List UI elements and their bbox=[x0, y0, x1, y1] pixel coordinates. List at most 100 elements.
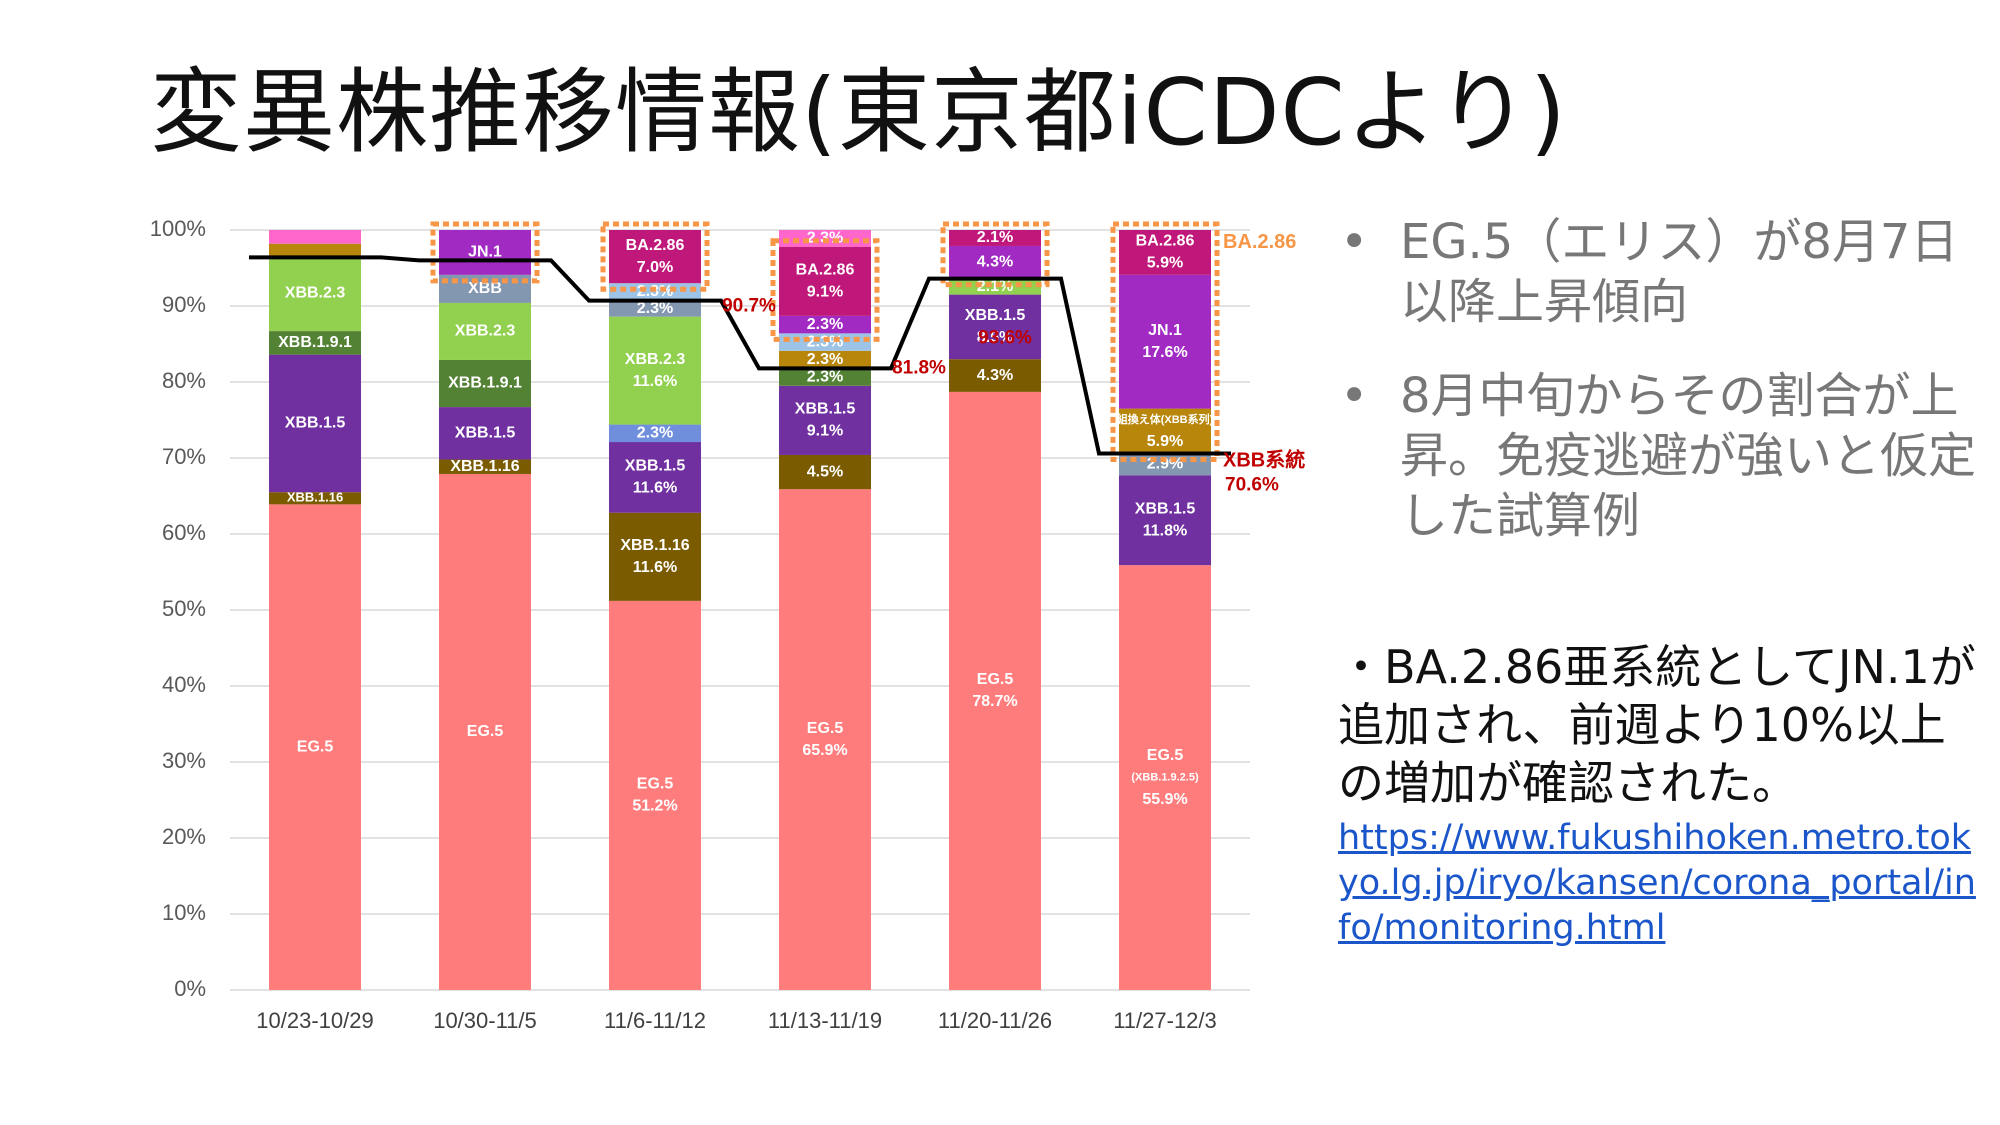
data-label: EG.5 bbox=[637, 776, 674, 793]
bar-segment bbox=[949, 391, 1041, 990]
data-label: XBB.1.9.1 bbox=[278, 334, 352, 351]
bar-segment bbox=[779, 489, 871, 990]
xbb-trend-line bbox=[249, 255, 1231, 456]
data-label: 2.3% bbox=[807, 230, 843, 247]
line-label: 81.8% bbox=[892, 357, 946, 378]
y-tick-label: 40% bbox=[162, 672, 206, 697]
bar-segment bbox=[439, 459, 531, 474]
data-label: 17.6% bbox=[1142, 344, 1187, 361]
data-label: 4.3% bbox=[977, 254, 1013, 271]
data-label: 4.3% bbox=[977, 367, 1013, 384]
data-label: 11.6% bbox=[633, 559, 677, 576]
data-label: 9.1% bbox=[807, 284, 843, 301]
highlight-box bbox=[940, 221, 1050, 288]
data-label: BA.2.86 bbox=[1136, 233, 1195, 250]
data-label: XBB.2.3 bbox=[455, 323, 516, 340]
bullet-dot-icon: • bbox=[1340, 368, 1369, 424]
line-label: 90.7% bbox=[722, 296, 776, 317]
bar-segment bbox=[439, 407, 531, 460]
source-link[interactable]: https://www.fukushihoken.metro.tokyo.lg.… bbox=[1338, 818, 1976, 948]
data-label: 5.9% bbox=[1147, 433, 1183, 450]
data-label: BA.2.86 bbox=[796, 262, 855, 279]
data-label: 78.7% bbox=[972, 693, 1017, 710]
bar-segment bbox=[439, 359, 531, 408]
data-label: 2.3% bbox=[807, 316, 843, 333]
data-label: 11.6% bbox=[633, 480, 677, 497]
data-label: XBB.1.16 bbox=[620, 537, 689, 554]
bar-segment bbox=[269, 331, 361, 355]
data-label: XBB.1.5 bbox=[795, 401, 856, 418]
bar-segment bbox=[949, 359, 1041, 392]
data-label: EG.5 bbox=[977, 671, 1014, 688]
bar-segment bbox=[439, 230, 531, 275]
data-label: EG.5 bbox=[297, 738, 334, 755]
y-tick-label: 20% bbox=[162, 824, 206, 849]
bar-segment bbox=[1119, 565, 1211, 990]
line-label: XBB系統 bbox=[1223, 448, 1305, 472]
highlight-box bbox=[770, 238, 880, 342]
data-label: JN.1 bbox=[1148, 322, 1182, 339]
highlight-box bbox=[600, 221, 710, 292]
data-label: XBB.1.16 bbox=[287, 490, 343, 505]
data-label: JN.1 bbox=[468, 244, 502, 261]
data-label: XBB.1.5 bbox=[1135, 501, 1196, 518]
data-label: 2.3% bbox=[807, 351, 843, 368]
bar-segment bbox=[269, 504, 361, 990]
bar-segment bbox=[609, 230, 701, 284]
data-label: 2.3% bbox=[807, 368, 843, 385]
bar-segment bbox=[269, 492, 361, 505]
data-label: XBB.1.5 bbox=[285, 415, 346, 432]
bullet-text: 8月中旬からその割合が上昇。免疫逃避が強いと仮定した試算例 bbox=[1400, 368, 1977, 544]
y-tick-label: 90% bbox=[162, 292, 206, 317]
data-label: (XBB.1.9.2.5) bbox=[1131, 771, 1199, 783]
data-label: 2.3% bbox=[637, 300, 673, 317]
bar-segment bbox=[949, 294, 1041, 360]
bar-segment bbox=[779, 350, 871, 369]
annotation-label: BA.2.86 bbox=[1223, 231, 1296, 253]
bar-segment bbox=[609, 600, 701, 990]
x-tick-label: 11/6-11/12 bbox=[604, 1008, 706, 1033]
data-label: 組換え体(XBB系列) bbox=[1117, 412, 1214, 426]
x-tick-label: 10/23-10/29 bbox=[256, 1008, 373, 1033]
data-label: 7.0% bbox=[637, 259, 673, 276]
line-label: 93.6% bbox=[978, 328, 1032, 349]
bar-segment bbox=[949, 230, 1041, 246]
bullet-item: • EG.5（エリス）が8月7日以降上昇傾向 bbox=[1328, 212, 1988, 332]
data-label: XBB.1.5 bbox=[965, 307, 1026, 324]
y-tick-label: 80% bbox=[162, 368, 206, 393]
data-label: BA.2.86 bbox=[626, 237, 685, 254]
bar-segment bbox=[439, 473, 531, 991]
bar-segment bbox=[609, 512, 701, 601]
highlight-box bbox=[1110, 221, 1220, 462]
bullet-dot-icon: • bbox=[1340, 214, 1369, 270]
bar-segment bbox=[439, 302, 531, 360]
line-label: 70.6% bbox=[1225, 474, 1279, 495]
y-tick-label: 30% bbox=[162, 748, 206, 773]
data-label: 4.5% bbox=[807, 463, 843, 480]
bar-segment bbox=[269, 255, 361, 332]
data-label: 55.9% bbox=[1142, 791, 1187, 808]
data-label: EG.5 bbox=[467, 723, 504, 740]
y-tick-label: 0% bbox=[174, 976, 206, 1001]
data-label: 11.6% bbox=[633, 373, 677, 390]
data-label: XBB.1.9.1 bbox=[448, 375, 522, 392]
bar-segment bbox=[779, 385, 871, 455]
data-label: XBB.1.5 bbox=[625, 458, 686, 475]
bar-segment bbox=[269, 230, 361, 244]
bar-segment bbox=[609, 316, 701, 425]
bar-segment bbox=[779, 246, 871, 316]
bullet-text: EG.5（エリス）が8月7日以降上昇傾向 bbox=[1400, 214, 1959, 330]
data-label: 51.2% bbox=[632, 798, 677, 815]
bar-segment bbox=[1119, 230, 1211, 275]
data-label: 5.9% bbox=[1147, 255, 1183, 272]
data-label: 9.1% bbox=[807, 423, 843, 440]
y-tick-label: 50% bbox=[162, 596, 206, 621]
x-tick-label: 11/20-11/26 bbox=[938, 1008, 1052, 1033]
bar-segment bbox=[609, 300, 701, 317]
data-label: 11.8% bbox=[1143, 523, 1187, 540]
highlight-box bbox=[430, 221, 540, 284]
note-text: ・BA.2.86亜系統としてJN.1が追加され、前週より10%以上の増加が確認さ… bbox=[1338, 640, 1976, 810]
bar-segment bbox=[1119, 408, 1211, 454]
bar-segment bbox=[1119, 475, 1211, 566]
x-tick-label: 11/13-11/19 bbox=[768, 1008, 882, 1033]
